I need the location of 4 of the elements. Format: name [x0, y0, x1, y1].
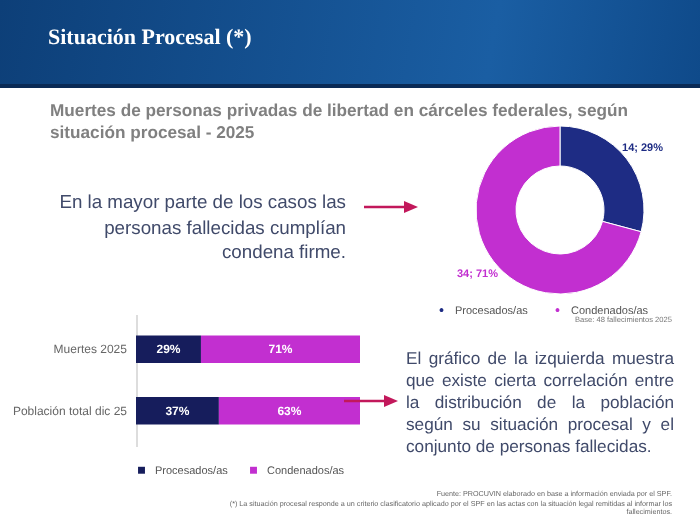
text: En la mayor parte de los casos las personas fallecidas cumplían condena firme.: [57, 190, 346, 265]
text: El gráfico de la izquierda muestra que existe cierta correlación entre la distribución de la población según su situación procesal y el conjunto de personas fallecidas.: [406, 348, 674, 458]
text: Situación Procesal (*): [48, 26, 252, 50]
chart-subtitle: Muertes de personas privadas de libertad en cárceles federales, según situación procesal - 2025: [50, 100, 630, 143]
